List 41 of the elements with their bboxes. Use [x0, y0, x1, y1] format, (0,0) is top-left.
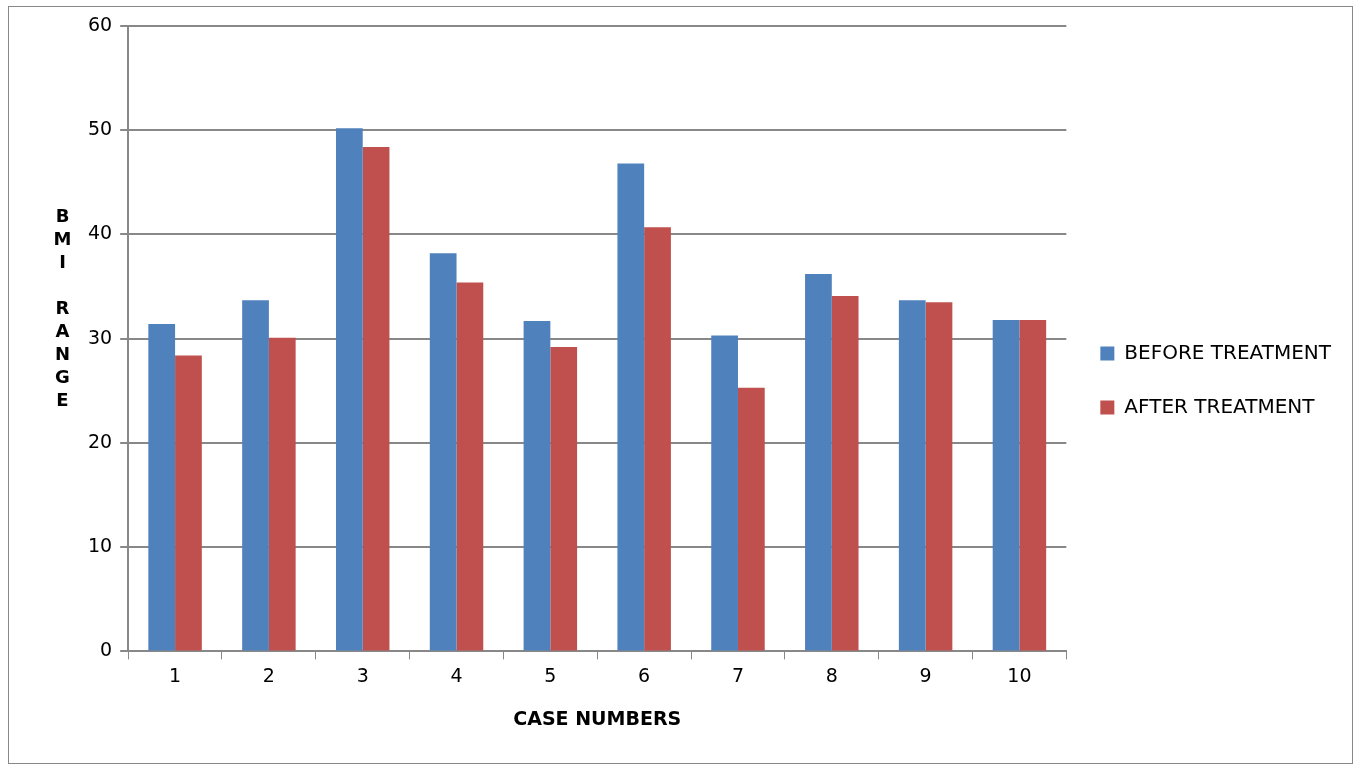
bar: [429, 253, 457, 651]
bar: [711, 335, 738, 651]
x-tick-label: 9: [919, 663, 932, 686]
bar: [148, 324, 176, 651]
y-tick-label: 20: [87, 429, 113, 452]
legend-label: AFTER TREATMENT: [1124, 393, 1316, 418]
x-tick-label: 7: [731, 663, 745, 686]
x-tick-label: 10: [1007, 663, 1032, 686]
x-tick-label: 4: [450, 663, 463, 686]
y-tick-label: 0: [100, 638, 113, 661]
y-tick-label: 10: [87, 534, 113, 557]
bar: [268, 337, 296, 651]
x-tick-label: 2: [262, 663, 275, 686]
bar: [335, 128, 363, 651]
bar: [737, 387, 765, 651]
y-tick-label: 60: [87, 12, 113, 35]
y-tick-label: 30: [87, 325, 113, 348]
x-tick-label: 8: [825, 663, 838, 686]
bar: [805, 274, 832, 651]
bar: [523, 320, 551, 651]
bar: [644, 227, 671, 651]
bar: [831, 295, 859, 651]
bar: [992, 319, 1020, 651]
bar: [925, 302, 953, 651]
x-axis-title: CASE NUMBERS: [513, 706, 682, 729]
x-tick-label: 5: [544, 663, 557, 686]
bar: [1019, 319, 1047, 651]
y-tick-label: 50: [87, 117, 113, 140]
bar: [550, 347, 578, 651]
x-tick-label: 3: [356, 663, 369, 686]
y-axis-title: BMI RANGE: [52, 205, 73, 412]
bar: [175, 355, 202, 651]
bar: [617, 163, 645, 651]
bar: [242, 300, 269, 651]
bar: [456, 282, 484, 651]
bar: [898, 300, 926, 651]
legend-label: BEFORE TREATMENT: [1124, 339, 1332, 364]
bar: [362, 146, 390, 651]
x-tick-label: 6: [638, 663, 651, 686]
y-tick-label: 40: [87, 221, 113, 244]
x-tick-label: 1: [169, 663, 182, 686]
